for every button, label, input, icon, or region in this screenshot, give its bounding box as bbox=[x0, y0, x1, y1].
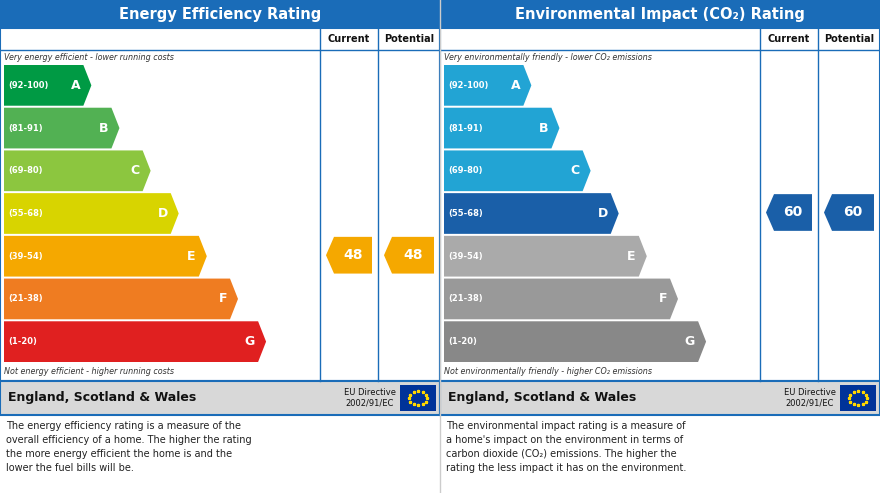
Polygon shape bbox=[4, 150, 150, 191]
Polygon shape bbox=[444, 65, 532, 106]
Text: (92-100): (92-100) bbox=[448, 81, 488, 90]
Bar bbox=[0, 0, 440, 28]
Text: (1-20): (1-20) bbox=[448, 337, 477, 346]
Text: Not environmentally friendly - higher CO₂ emissions: Not environmentally friendly - higher CO… bbox=[444, 367, 652, 377]
Polygon shape bbox=[326, 237, 372, 274]
Polygon shape bbox=[444, 236, 647, 277]
Text: Environmental Impact (CO₂) Rating: Environmental Impact (CO₂) Rating bbox=[515, 6, 805, 22]
Text: 48: 48 bbox=[343, 248, 363, 262]
Polygon shape bbox=[4, 321, 266, 362]
Text: Current: Current bbox=[768, 34, 810, 44]
Text: (39-54): (39-54) bbox=[448, 252, 482, 261]
Text: (1-20): (1-20) bbox=[8, 337, 37, 346]
Text: A: A bbox=[70, 79, 80, 92]
Polygon shape bbox=[444, 321, 706, 362]
Text: B: B bbox=[539, 122, 548, 135]
Polygon shape bbox=[4, 193, 179, 234]
Text: EU Directive
2002/91/EC: EU Directive 2002/91/EC bbox=[344, 388, 396, 408]
Text: G: G bbox=[685, 335, 695, 348]
Text: (21-38): (21-38) bbox=[8, 294, 42, 303]
Text: Not energy efficient - higher running costs: Not energy efficient - higher running co… bbox=[4, 367, 174, 377]
Text: The energy efficiency rating is a measure of the
overall efficiency of a home. T: The energy efficiency rating is a measur… bbox=[6, 421, 252, 473]
Text: (92-100): (92-100) bbox=[8, 81, 48, 90]
Text: 48: 48 bbox=[403, 248, 422, 262]
Polygon shape bbox=[444, 150, 590, 191]
Text: EU Directive
2002/91/EC: EU Directive 2002/91/EC bbox=[784, 388, 836, 408]
Text: The environmental impact rating is a measure of
a home's impact on the environme: The environmental impact rating is a mea… bbox=[446, 421, 686, 473]
Text: England, Scotland & Wales: England, Scotland & Wales bbox=[448, 391, 636, 404]
Polygon shape bbox=[824, 194, 874, 231]
Polygon shape bbox=[444, 193, 619, 234]
Polygon shape bbox=[766, 194, 812, 231]
Text: E: E bbox=[627, 250, 635, 263]
Text: Potential: Potential bbox=[384, 34, 434, 44]
Text: G: G bbox=[245, 335, 255, 348]
Text: 60: 60 bbox=[783, 206, 803, 219]
Polygon shape bbox=[384, 237, 434, 274]
Bar bbox=[840, 385, 876, 411]
Text: Energy Efficiency Rating: Energy Efficiency Rating bbox=[119, 6, 321, 22]
Text: C: C bbox=[130, 164, 140, 177]
Text: (39-54): (39-54) bbox=[8, 252, 42, 261]
Text: C: C bbox=[570, 164, 580, 177]
Bar bbox=[440, 381, 880, 415]
Polygon shape bbox=[4, 65, 92, 106]
Polygon shape bbox=[4, 236, 207, 277]
Text: F: F bbox=[658, 292, 667, 306]
Text: (21-38): (21-38) bbox=[448, 294, 482, 303]
Text: D: D bbox=[598, 207, 608, 220]
Text: England, Scotland & Wales: England, Scotland & Wales bbox=[8, 391, 196, 404]
Bar bbox=[440, 0, 880, 28]
Text: Current: Current bbox=[328, 34, 370, 44]
Text: Very energy efficient - lower running costs: Very energy efficient - lower running co… bbox=[4, 54, 174, 63]
Polygon shape bbox=[444, 279, 678, 319]
Text: D: D bbox=[158, 207, 168, 220]
Text: E: E bbox=[187, 250, 195, 263]
Text: (69-80): (69-80) bbox=[8, 166, 42, 176]
Polygon shape bbox=[444, 107, 560, 148]
Bar bbox=[0, 381, 440, 415]
Polygon shape bbox=[4, 107, 120, 148]
Bar bbox=[440, 28, 880, 381]
Text: 60: 60 bbox=[843, 206, 862, 219]
Text: F: F bbox=[218, 292, 227, 306]
Text: Very environmentally friendly - lower CO₂ emissions: Very environmentally friendly - lower CO… bbox=[444, 54, 652, 63]
Text: (69-80): (69-80) bbox=[448, 166, 482, 176]
Text: (81-91): (81-91) bbox=[448, 124, 482, 133]
Text: Potential: Potential bbox=[824, 34, 874, 44]
Text: (55-68): (55-68) bbox=[448, 209, 483, 218]
Polygon shape bbox=[4, 279, 238, 319]
Text: A: A bbox=[510, 79, 520, 92]
Text: (55-68): (55-68) bbox=[8, 209, 43, 218]
Bar bbox=[0, 28, 440, 381]
Text: (81-91): (81-91) bbox=[8, 124, 42, 133]
Text: B: B bbox=[99, 122, 108, 135]
Bar bbox=[400, 385, 436, 411]
